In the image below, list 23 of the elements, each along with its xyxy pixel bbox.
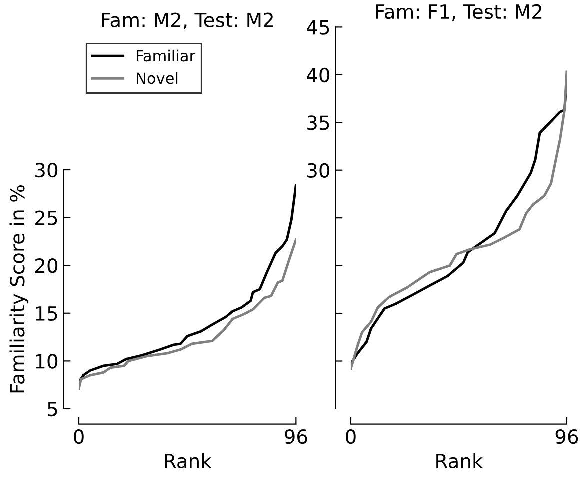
x-tick-label: 0 xyxy=(74,429,84,444)
x-tick-label: 96 xyxy=(285,429,308,444)
x-axis-title: Rank xyxy=(165,453,212,469)
y-tick-label: 25 xyxy=(36,210,58,226)
x-axis-title: Rank xyxy=(436,453,484,469)
y-tick-label: 30 xyxy=(36,162,58,178)
y-tick-label: 30 xyxy=(308,163,330,178)
y-tick-label: 15 xyxy=(36,306,58,322)
y-tick-label: 35 xyxy=(308,116,330,130)
y-tick-label: 10 xyxy=(36,354,58,369)
x-tick-label: 96 xyxy=(556,429,578,444)
y-tick-label: 5 xyxy=(48,402,58,417)
line-series xyxy=(78,184,296,384)
y-axis-title: Familiarity Score in % xyxy=(10,186,29,393)
legend-label: Novel xyxy=(137,72,178,84)
line-series xyxy=(78,238,296,390)
y-tick-label: 45 xyxy=(307,20,330,35)
chart-title: Fam: M2, Test: M2 xyxy=(102,12,273,30)
x-tick-label: 0 xyxy=(346,429,356,444)
y-tick-label: 20 xyxy=(36,258,58,274)
y-tick-label: 40 xyxy=(307,68,330,83)
legend-label: Familiar xyxy=(137,50,196,62)
chart-title: Fam: F1, Test: M2 xyxy=(376,4,542,22)
